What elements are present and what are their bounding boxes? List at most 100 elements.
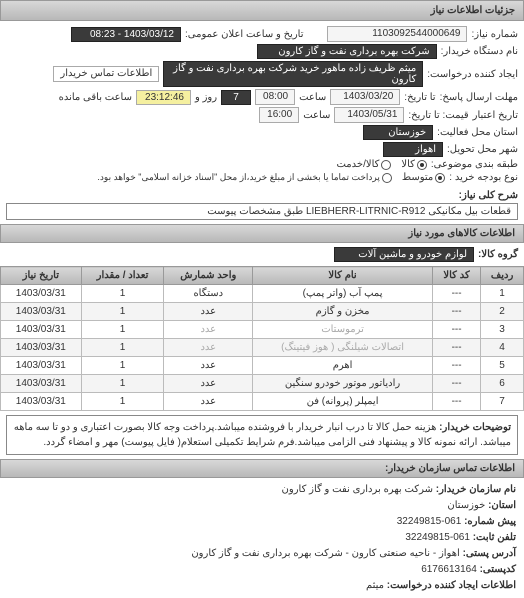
- phone-label: تلفن ثابت:: [473, 532, 516, 543]
- deadline-row: مهلت ارسال پاسخ: تا تاریخ: 1403/03/20 سا…: [6, 89, 518, 105]
- prefix-value: 061-32249815: [397, 516, 462, 527]
- city-row: شهر محل تحویل: اهواز: [6, 142, 518, 157]
- purchase-opt-0: متوسط: [402, 172, 433, 183]
- validity-time-label: ساعت: [303, 110, 330, 121]
- table-cell: عدد: [164, 339, 253, 357]
- validity-date: 1403/05/31: [334, 107, 404, 123]
- creator-label: ایجاد کننده درخواست:: [427, 69, 518, 80]
- table-cell: 1: [81, 357, 164, 375]
- group-label: گروه کالا:: [478, 249, 518, 260]
- note-text: هزینه حمل کالا تا درب انبار خریدار با فر…: [14, 422, 511, 448]
- purchase-type-row: نوع بودجه خرید : متوسط پرداخت تماما یا ب…: [6, 172, 518, 183]
- radio-icon: [417, 160, 427, 170]
- org-label: نام سازمان خریدار:: [436, 484, 516, 495]
- table-cell: ---: [432, 393, 480, 411]
- table-cell: عدد: [164, 375, 253, 393]
- table-cell: ---: [432, 303, 480, 321]
- table-cell: 1: [481, 285, 524, 303]
- table-cell: مخزن و گازم: [253, 303, 433, 321]
- table-row: 3---ترموستاتعدد11403/03/31: [1, 321, 524, 339]
- purchase-opt-1: پرداخت تماما یا بخشی از مبلغ خرید،از محل…: [97, 172, 379, 183]
- table-cell: اتصالات شیلنگی ( هوز فیتینگ): [253, 339, 433, 357]
- creator-row: ایجاد کننده درخواست: میثم ظریف زاده ماهو…: [6, 61, 518, 87]
- table-header-row: ردیف کد کالا نام کالا واحد شمارش تعداد /…: [1, 267, 524, 285]
- group-row: گروه کالا: لوازم خودرو و ماشین آلات: [0, 245, 524, 264]
- need-desc-value: قطعات بیل مکانیکی LIEBHERR-LITRNIC-R912 …: [6, 203, 518, 220]
- deadline-days-label: روز و: [195, 92, 217, 103]
- table-cell: 1: [81, 321, 164, 339]
- table-cell: دستگاه: [164, 285, 253, 303]
- table-cell: ---: [432, 321, 480, 339]
- device-value: شرکت بهره برداری نفت و گاز کارون: [257, 44, 437, 59]
- table-cell: 6: [481, 375, 524, 393]
- province-label: استان محل فعالیت:: [437, 127, 518, 138]
- contact-creator-value: میثم: [366, 580, 384, 591]
- table-cell: ایمپلر (پروانه) فن: [253, 393, 433, 411]
- budget-radio-goods[interactable]: کالا: [401, 159, 427, 170]
- table-cell: 1403/03/31: [1, 375, 82, 393]
- purchase-radio-medium[interactable]: متوسط: [402, 172, 445, 183]
- contact-title: اطلاعات تماس سازمان خریدار:: [0, 459, 524, 478]
- prefix-label: پیش شماره:: [464, 516, 516, 527]
- table-cell: 1403/03/31: [1, 321, 82, 339]
- purchase-radio-treasury[interactable]: پرداخت تماما یا بخشی از مبلغ خرید،از محل…: [97, 172, 391, 183]
- goods-title: اطلاعات کالاهای مورد نیاز: [0, 224, 524, 243]
- buyer-note: توضیحات خریدار: هزینه حمل کالا تا درب ان…: [6, 415, 518, 455]
- table-cell: 3: [481, 321, 524, 339]
- table-cell: 4: [481, 339, 524, 357]
- table-cell: 1: [81, 393, 164, 411]
- buyer-contact-link[interactable]: اطلاعات تماس خریدار: [53, 66, 159, 82]
- table-cell: ---: [432, 285, 480, 303]
- need-number-value: 1103092544000649: [327, 26, 467, 42]
- org-value: شرکت بهره برداری نفت و گاز کارون: [282, 484, 433, 495]
- deadline-time: 08:00: [255, 89, 295, 105]
- table-row: 4---اتصالات شیلنگی ( هوز فیتینگ)عدد11403…: [1, 339, 524, 357]
- need-desc-label: شرح کلی نیاز:: [459, 190, 518, 201]
- table-cell: 1: [81, 375, 164, 393]
- table-row: 5---اهرمعدد11403/03/31: [1, 357, 524, 375]
- announce-label: تاریخ و ساعت اعلان عمومی:: [185, 29, 304, 40]
- table-cell: 2: [481, 303, 524, 321]
- address-value: اهواز - ناحیه صنعتی کارون - شرکت بهره بر…: [191, 548, 459, 559]
- table-cell: ---: [432, 339, 480, 357]
- table-cell: عدد: [164, 303, 253, 321]
- contact-creator-label: اطلاعات ایجاد کننده درخواست:: [387, 580, 516, 591]
- table-cell: 1403/03/31: [1, 357, 82, 375]
- contact-province-label: استان:: [488, 500, 516, 511]
- need-number-label: شماره نیاز:: [471, 29, 518, 40]
- device-row: نام دستگاه خریدار: شرکت بهره برداری نفت …: [6, 44, 518, 59]
- col-index: ردیف: [481, 267, 524, 285]
- radio-icon: [435, 173, 445, 183]
- contact-section: نام سازمان خریدار: شرکت بهره برداری نفت …: [0, 478, 524, 598]
- table-cell: ---: [432, 375, 480, 393]
- col-name: نام کالا: [253, 267, 433, 285]
- validity-sublabel: قیمت: تا تاریخ:: [408, 110, 468, 121]
- col-date: تاریخ نیاز: [1, 267, 82, 285]
- table-cell: 5: [481, 357, 524, 375]
- table-cell: عدد: [164, 393, 253, 411]
- radio-icon: [382, 173, 392, 183]
- city-label: شهر محل تحویل:: [447, 144, 518, 155]
- budget-radio-group: کالا کالا/خدمت: [336, 159, 426, 170]
- validity-time: 16:00: [259, 107, 299, 123]
- budget-radio-goods-service[interactable]: کالا/خدمت: [336, 159, 391, 170]
- note-label: توضیحات خریدار:: [439, 422, 511, 433]
- table-cell: 1403/03/31: [1, 303, 82, 321]
- table-row: 7---ایمپلر (پروانه) فنعدد11403/03/31: [1, 393, 524, 411]
- budget-opt-1: کالا/خدمت: [336, 159, 379, 170]
- goods-table: ردیف کد کالا نام کالا واحد شمارش تعداد /…: [0, 266, 524, 411]
- table-cell: ---: [432, 357, 480, 375]
- col-code: کد کالا: [432, 267, 480, 285]
- page-header: جزئیات اطلاعات نیاز: [0, 0, 524, 21]
- table-cell: پمپ آب (واتر پمپ): [253, 285, 433, 303]
- postal-label: کدپستی:: [480, 564, 516, 575]
- deadline-remain-label: ساعت باقی مانده: [59, 92, 132, 103]
- table-cell: رادیاتور موتور خودرو سنگین: [253, 375, 433, 393]
- phone-value: 061-32249815: [405, 532, 470, 543]
- table-row: 2---مخزن و گازمعدد11403/03/31: [1, 303, 524, 321]
- table-cell: اهرم: [253, 357, 433, 375]
- radio-icon: [381, 160, 391, 170]
- col-unit: واحد شمارش: [164, 267, 253, 285]
- deadline-time-label: ساعت: [299, 92, 326, 103]
- need-number-row: شماره نیاز: 1103092544000649 تاریخ و ساع…: [6, 26, 518, 42]
